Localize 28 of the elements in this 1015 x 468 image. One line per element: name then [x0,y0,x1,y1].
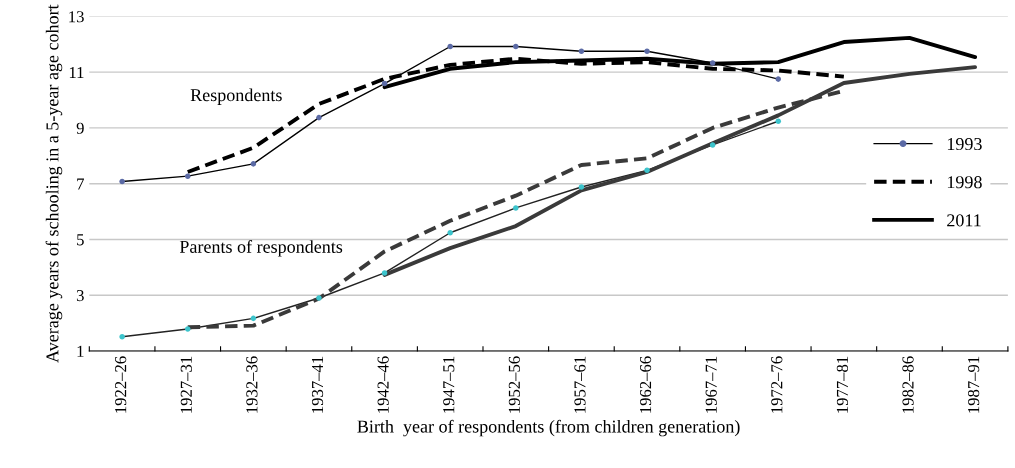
annotation: Respondents [190,88,282,105]
legend-label: 2011 [947,214,981,227]
x-tick-label: 1922–26 [115,356,127,413]
y-tick-label: 7 [77,178,84,190]
y-tick-label: 5 [77,234,84,246]
y-axis-title: Average years of schooling in a 5-year age cohort [45,4,63,363]
x-tick-label: 1967–71 [705,356,717,413]
x-tick-label: 1987–91 [968,356,980,413]
x-tick-label: 1972–76 [771,356,783,413]
x-tick-label: 1937–41 [311,356,324,413]
x-tick-label: 1962–66 [640,356,652,413]
x-tick-label: 1977–81 [836,356,849,413]
annotation: Parents of respondents [179,239,343,257]
y-tick-label: 11 [69,66,84,78]
x-tick-label: 1927–31 [180,356,192,413]
x-tick-label: 1947–51 [443,356,455,413]
x-tick-label: 1952–56 [508,356,520,413]
x-tick-label: 1942–46 [377,356,389,413]
x-tick-label: 1932–36 [246,356,258,413]
y-tick-label: 3 [76,289,84,302]
x-tick-label: 1982–86 [902,356,914,413]
y-tick-label: 1 [77,345,84,357]
y-tick-label: 9 [76,122,84,134]
x-axis-title: Birth year of respondents (from children generation) [357,419,740,437]
legend-label: 1998 [947,176,982,189]
y-tick-label: 13 [69,11,84,23]
legend-label: 1993 [947,137,982,151]
x-tick-label: 1957–61 [574,356,586,413]
